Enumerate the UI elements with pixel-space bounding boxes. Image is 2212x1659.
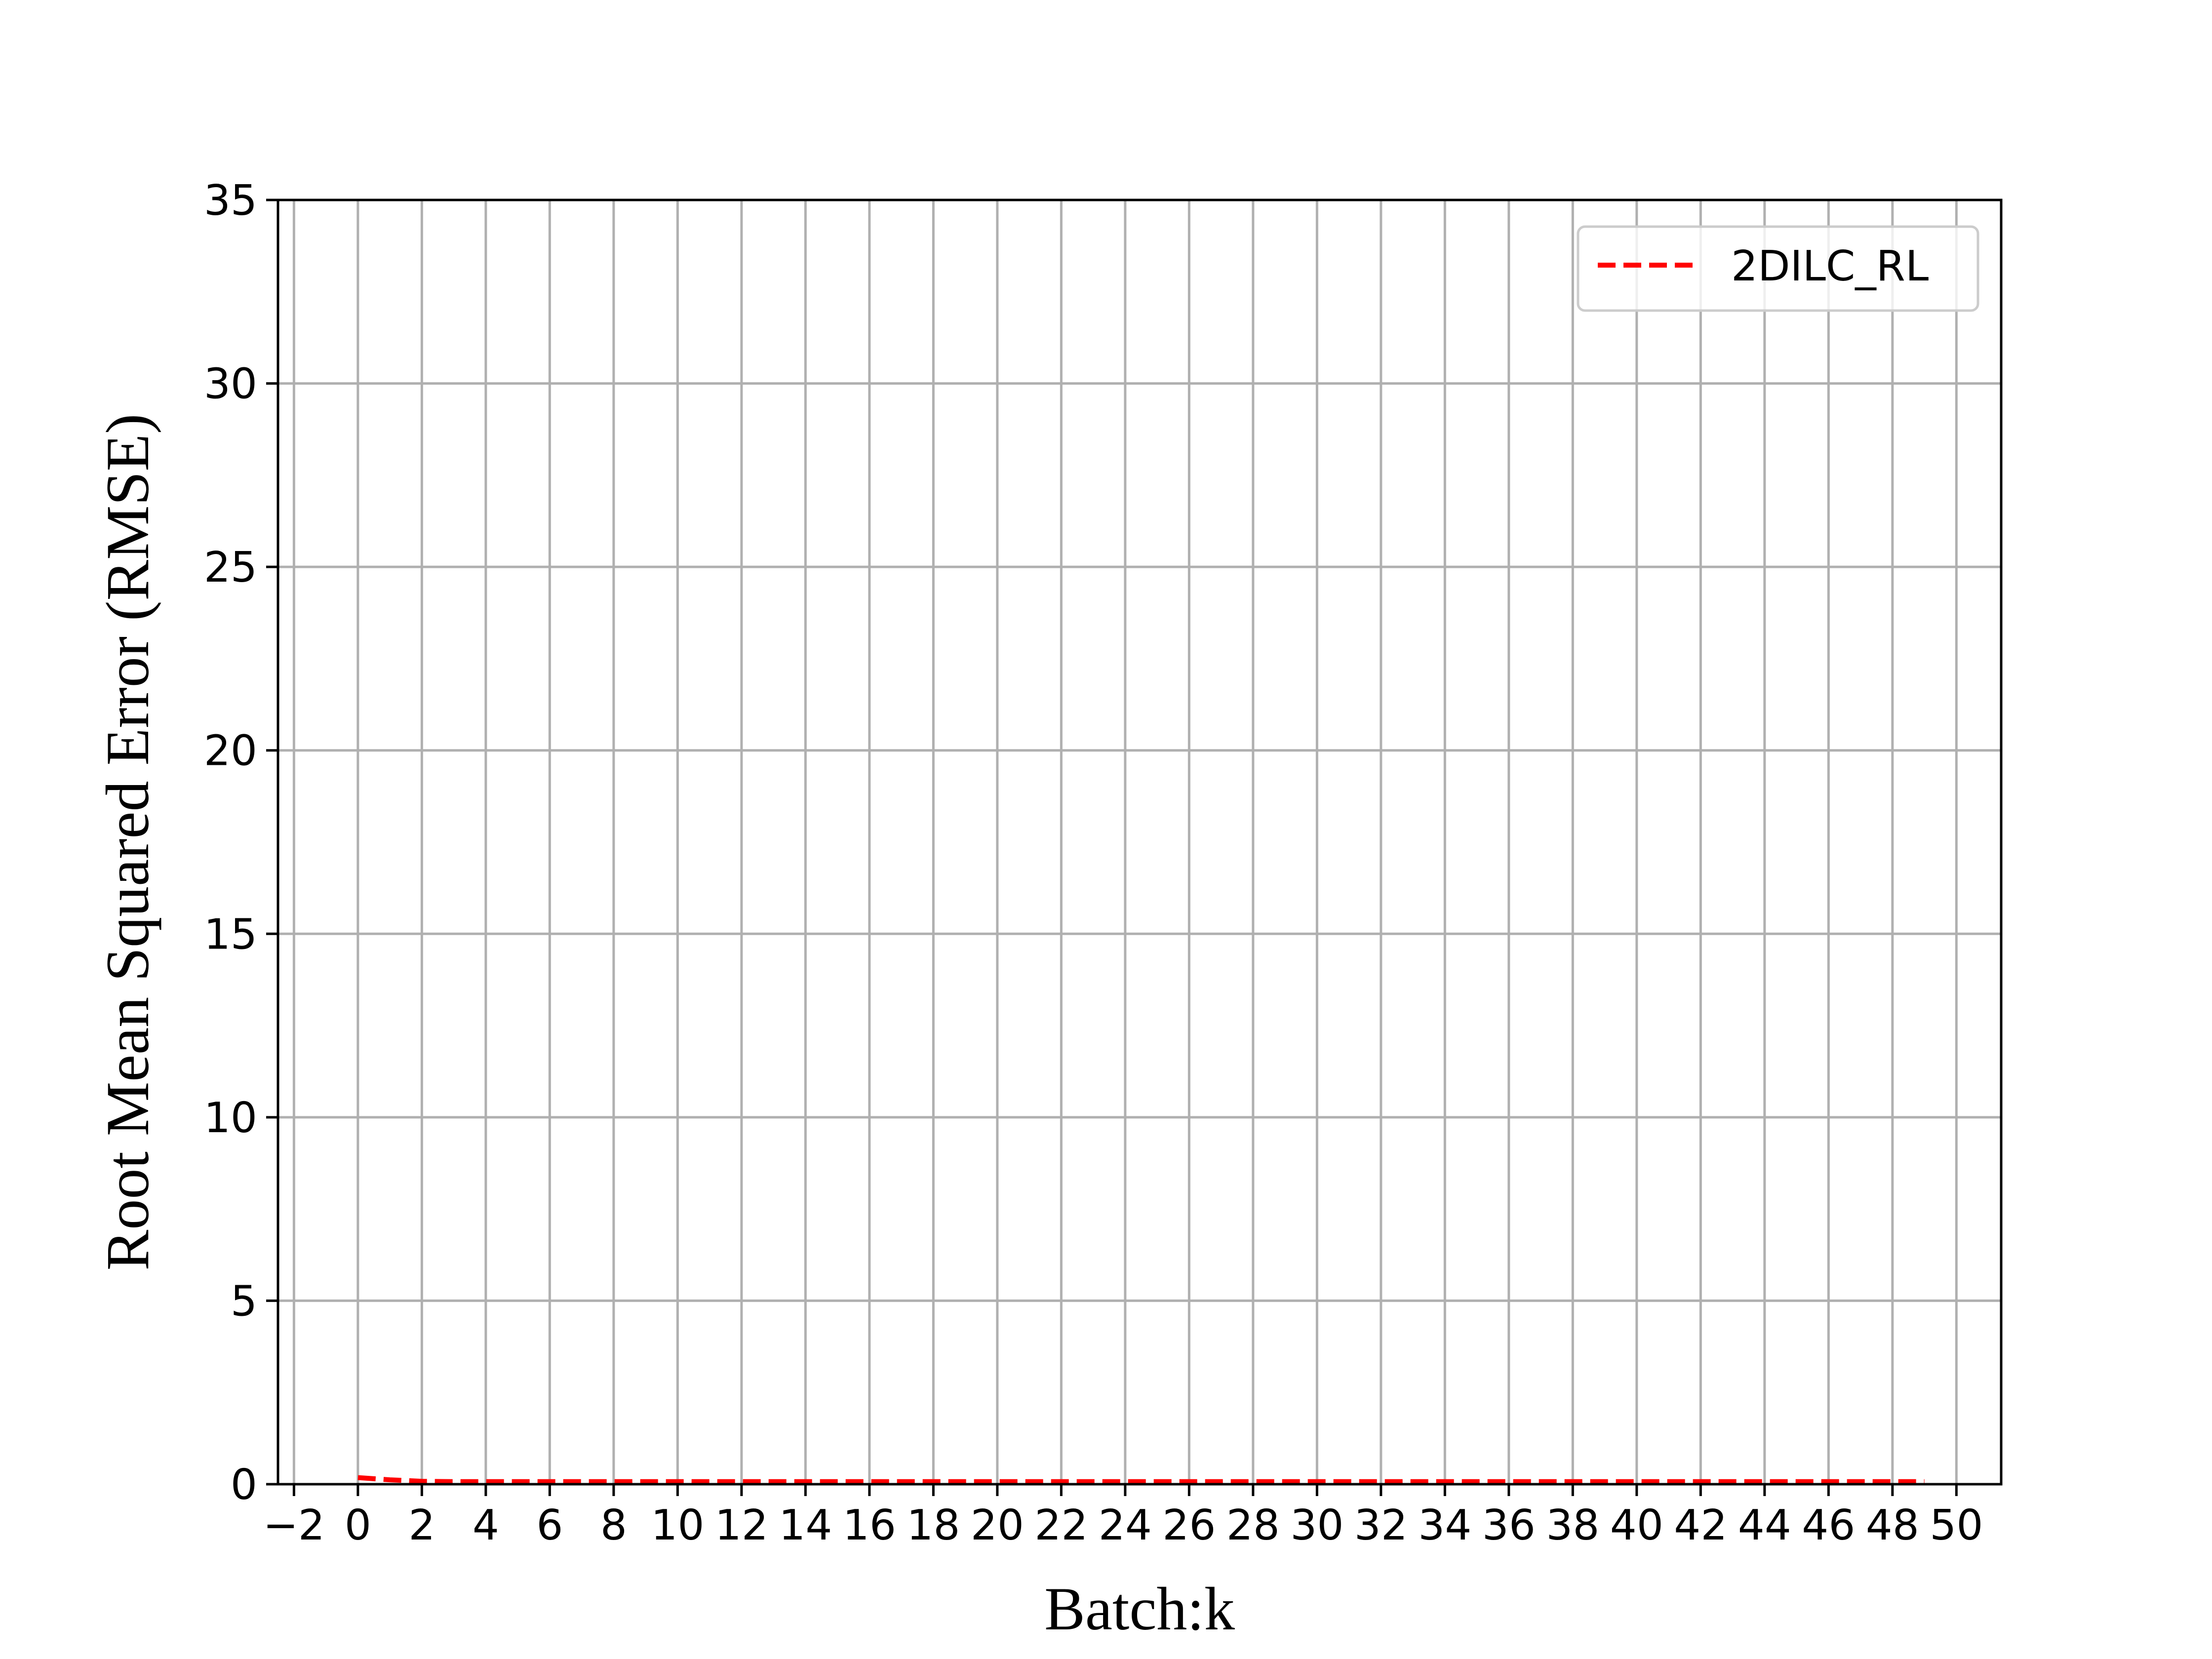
x-tick-label: 36: [1482, 1501, 1536, 1550]
x-tick-label: 20: [971, 1501, 1024, 1550]
x-tick-label: 6: [536, 1501, 563, 1550]
y-tick-label: 30: [204, 360, 257, 409]
legend-box: [1577, 225, 1979, 312]
y-tick-label: 20: [204, 727, 257, 776]
plot-area-frame: [276, 198, 2003, 1486]
x-tick-label: 42: [1674, 1501, 1727, 1550]
x-tick-label: 50: [1930, 1501, 1983, 1550]
x-tick-label: 12: [715, 1501, 768, 1550]
y-tick-label: 35: [204, 176, 257, 225]
x-axis-title: Batch:k: [1044, 1575, 1235, 1643]
y-tick-label: 15: [204, 910, 257, 959]
x-tick-label: 28: [1226, 1501, 1280, 1550]
legend: 2DILC_RL: [1577, 225, 1979, 312]
x-tick-label: 48: [1866, 1501, 1919, 1550]
x-tick-label: 26: [1162, 1501, 1216, 1550]
y-tick-label: 5: [231, 1277, 257, 1326]
y-tick-label: 25: [204, 543, 257, 592]
series-line-2dilc-rl: [357, 1475, 1925, 1484]
x-tick-label: 40: [1610, 1501, 1663, 1550]
x-tick-label: 32: [1354, 1501, 1408, 1550]
y-tick-label: 10: [204, 1094, 257, 1143]
x-tick-label: 18: [907, 1501, 960, 1550]
x-tick-label: 0: [345, 1501, 371, 1550]
x-tick-label: 4: [473, 1501, 499, 1550]
x-tick-label: 24: [1099, 1501, 1152, 1550]
x-tick-label: 34: [1418, 1501, 1471, 1550]
x-tick-label: 44: [1738, 1501, 1791, 1550]
series-layer: [357, 1475, 1925, 1484]
x-tick-label: 30: [1290, 1501, 1343, 1550]
x-tick-label: 38: [1546, 1501, 1599, 1550]
x-tick-label: 8: [600, 1501, 627, 1550]
x-tick-label: 10: [651, 1501, 704, 1550]
x-tick-label: 46: [1802, 1501, 1855, 1550]
ticks: −2 0 2 4 6 8 10 12 14 16 18 20 22 24 26 28 30 32 34 36 38 40 4…: [204, 176, 1983, 1550]
x-tick-label: 14: [779, 1501, 832, 1550]
x-tick-label: 22: [1034, 1501, 1088, 1550]
legend-label-2dilc-rl: 2DILC_RL: [1731, 242, 1929, 291]
y-axis-title: Root Mean Squared Error (RMSE): [94, 414, 161, 1271]
x-tick-label: 2: [408, 1501, 435, 1550]
x-tick-label: 16: [843, 1501, 896, 1550]
y-tick-label: 0: [231, 1461, 257, 1509]
x-tick-label: −2: [263, 1501, 325, 1550]
